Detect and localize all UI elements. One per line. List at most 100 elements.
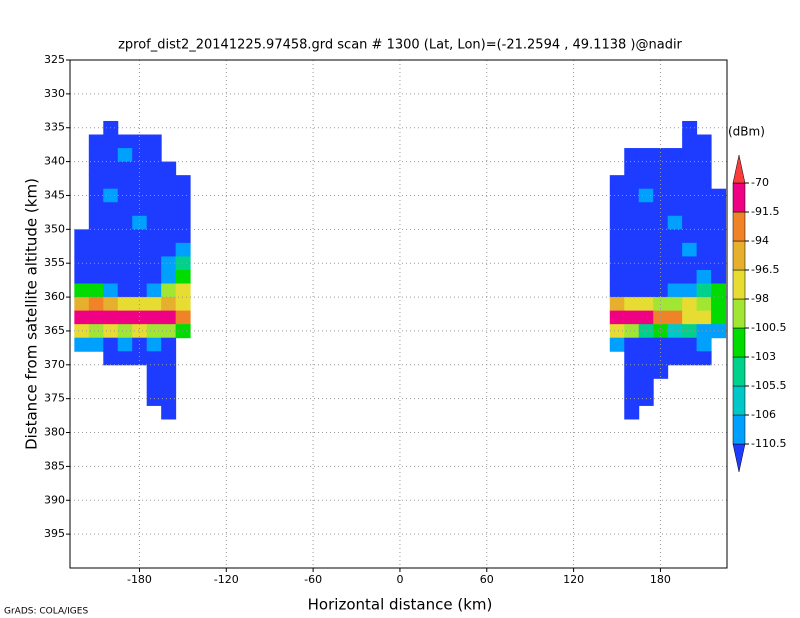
colorbar-box	[732, 240, 746, 271]
heat-cell	[175, 256, 191, 271]
heat-cell	[682, 297, 698, 312]
heat-cell	[638, 351, 654, 366]
heat-cell	[161, 324, 177, 339]
x-tick-label: 0	[396, 573, 403, 586]
heat-cell	[88, 175, 104, 190]
heat-cell	[624, 256, 640, 271]
heat-cell	[132, 175, 148, 190]
heat-cell	[667, 242, 683, 257]
colorbar-box	[732, 211, 746, 242]
y-tick-label: 385	[44, 459, 65, 472]
x-tick-label: 180	[650, 573, 671, 586]
heat-cell	[117, 229, 133, 244]
heat-cell	[132, 188, 148, 203]
heat-cell	[638, 229, 654, 244]
heat-cell	[88, 256, 104, 271]
heat-cell	[88, 337, 104, 352]
heat-cell	[711, 229, 727, 244]
y-axis-label: Distance from satellite altitude (km)	[23, 178, 41, 450]
heat-cell	[146, 364, 162, 379]
heat-cell	[88, 324, 104, 339]
heat-cell	[638, 161, 654, 176]
heat-cell	[653, 364, 669, 379]
heat-cell	[638, 269, 654, 285]
heat-cell	[711, 215, 727, 230]
heat-cell	[88, 310, 104, 325]
heat-cell	[88, 283, 104, 298]
heat-cell	[667, 161, 683, 176]
colorbar-tick-label: -110.5	[751, 437, 786, 450]
heat-cell	[161, 391, 177, 406]
heat-cell	[682, 337, 698, 352]
heat-cell	[175, 229, 191, 244]
x-tick-label: 120	[563, 573, 584, 586]
colorbar-label: (dBm)	[728, 125, 765, 139]
heat-cell	[609, 256, 625, 271]
y-tick-label: 395	[44, 527, 65, 540]
heat-cell	[88, 188, 104, 203]
heat-cell	[653, 148, 669, 163]
y-tick-label: 375	[44, 392, 65, 405]
heat-cell	[117, 269, 133, 285]
y-tick-label: 335	[44, 121, 65, 134]
heat-cell	[696, 148, 712, 163]
heat-cell	[696, 161, 712, 176]
heat-cell	[132, 134, 148, 149]
heat-cell	[609, 215, 625, 230]
heat-cell	[103, 337, 119, 352]
colorbar-box	[732, 356, 746, 387]
heat-cell	[696, 337, 712, 352]
heat-cell	[146, 310, 162, 325]
heat-cell	[146, 229, 162, 244]
heat-cell	[146, 202, 162, 217]
heat-cell	[146, 351, 162, 366]
heat-cell	[609, 175, 625, 190]
colorbar-box	[732, 182, 746, 213]
heat-cell	[638, 242, 654, 257]
heat-cell	[711, 269, 727, 285]
heat-cell	[132, 324, 148, 339]
heat-cell	[667, 175, 683, 190]
heat-cell	[696, 175, 712, 190]
heat-cell	[74, 310, 90, 325]
heat-cell	[653, 351, 669, 366]
heat-cell	[103, 134, 119, 149]
y-tick-label: 325	[44, 53, 65, 66]
heat-cell	[146, 242, 162, 257]
heat-cell	[696, 324, 712, 339]
heat-cell	[682, 188, 698, 203]
heat-cell	[161, 175, 177, 190]
heat-cell	[88, 242, 104, 257]
colorbar-tick-label: -103	[751, 350, 776, 363]
heat-cell	[667, 297, 683, 312]
heat-cell	[103, 229, 119, 244]
heat-cell	[117, 283, 133, 298]
heat-cell	[146, 283, 162, 298]
heat-cell	[638, 378, 654, 393]
heat-cell	[624, 202, 640, 217]
colorbar-tick-label: -96.5	[751, 263, 779, 276]
heat-cell	[609, 324, 625, 339]
heat-cell	[132, 351, 148, 366]
heat-cell	[682, 202, 698, 217]
colorbar-tick-label: -106	[751, 408, 776, 421]
heat-cell	[103, 310, 119, 325]
heat-cell	[682, 175, 698, 190]
heat-cell	[88, 269, 104, 285]
heat-cell	[624, 378, 640, 393]
colorbar-tick-label: -98	[751, 292, 769, 305]
heat-cell	[132, 148, 148, 163]
heat-cell	[624, 310, 640, 325]
heat-cell	[74, 324, 90, 339]
heat-cell	[624, 297, 640, 312]
heat-cell	[146, 134, 162, 149]
x-tick-label: -120	[214, 573, 239, 586]
heat-cell	[624, 269, 640, 285]
colorbar-tick-label: -105.5	[751, 379, 786, 392]
heat-cell	[667, 310, 683, 325]
heat-cell	[175, 215, 191, 230]
heat-cell	[609, 188, 625, 203]
heat-cell	[146, 378, 162, 393]
heat-cell	[117, 242, 133, 257]
heat-cell	[88, 229, 104, 244]
